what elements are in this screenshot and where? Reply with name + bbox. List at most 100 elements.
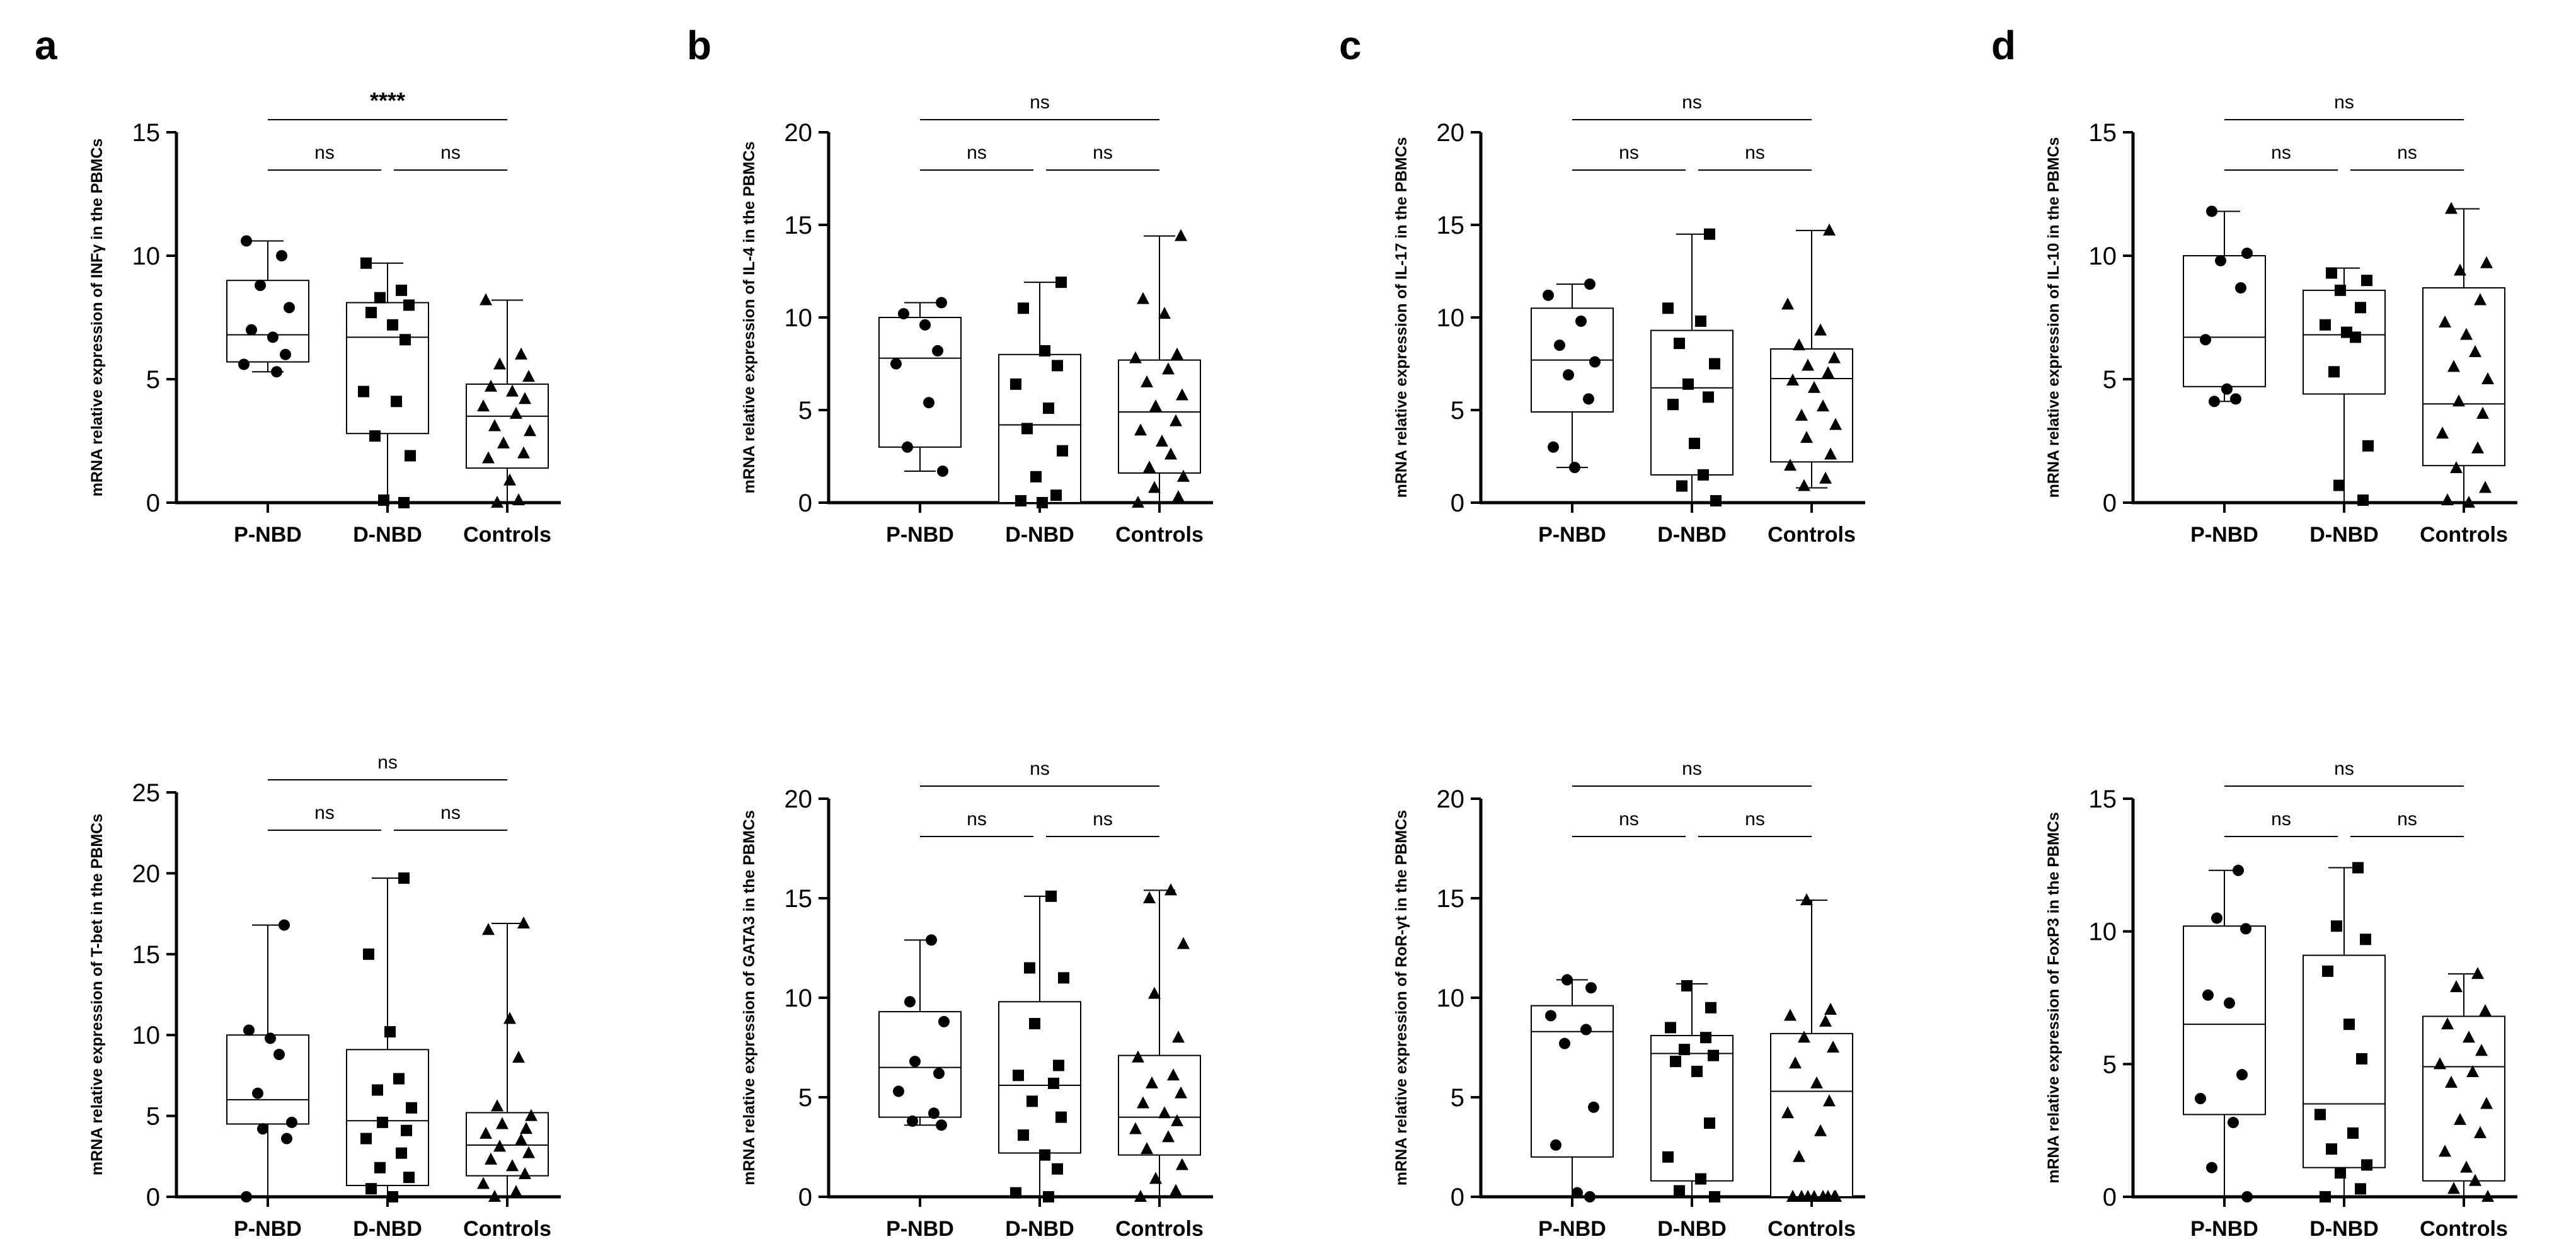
data-point xyxy=(506,384,519,397)
data-point xyxy=(273,1049,285,1061)
box-Controls xyxy=(466,293,549,508)
significance-label: ns xyxy=(1682,92,1702,113)
y-tick-label: 0 xyxy=(1451,489,1464,517)
data-point xyxy=(2454,1112,2466,1125)
data-point xyxy=(1134,1190,1147,1202)
significance-label: ns xyxy=(2397,142,2417,163)
data-point xyxy=(2328,366,2340,378)
data-point xyxy=(1158,307,1171,319)
data-point xyxy=(1021,423,1033,435)
data-point xyxy=(276,250,287,261)
data-point xyxy=(1029,1018,1040,1030)
data-point xyxy=(524,424,536,437)
y-tick-label: 15 xyxy=(132,119,161,147)
data-point xyxy=(937,465,948,477)
data-point xyxy=(1132,496,1144,508)
data-point xyxy=(519,1167,531,1180)
x-tick-label-2: Controls xyxy=(1768,523,1856,547)
data-point xyxy=(1548,441,1559,453)
data-point xyxy=(503,473,516,486)
data-point xyxy=(2241,248,2253,260)
data-point xyxy=(1695,1173,1706,1185)
data-point xyxy=(1170,414,1182,426)
data-point xyxy=(1050,489,1062,501)
y-tick-label: 10 xyxy=(2089,918,2117,946)
data-point xyxy=(2471,441,2484,454)
x-tick-label-2: Controls xyxy=(463,1217,551,1239)
data-point xyxy=(2441,1017,2454,1030)
data-point xyxy=(2241,1191,2253,1202)
significance-label: ns xyxy=(2334,92,2354,113)
data-point xyxy=(406,1102,417,1114)
data-point xyxy=(396,1147,407,1159)
y-tick-label: 20 xyxy=(132,860,161,888)
data-point xyxy=(1037,497,1048,508)
significance-label: ns xyxy=(440,802,461,823)
chart-b-bottom-plot: 0 5 10 15 20 mRNA relative expression of GATA… xyxy=(740,758,1213,1239)
data-point xyxy=(520,1122,532,1134)
data-point xyxy=(2357,494,2369,506)
data-point xyxy=(923,397,934,409)
data-point xyxy=(271,366,282,378)
data-point xyxy=(1137,1096,1149,1109)
x-tick-label-1: D-NBD xyxy=(1657,1217,1727,1239)
data-point xyxy=(1827,1041,1839,1053)
data-point xyxy=(401,1124,412,1136)
x-tick-label-0: P-NBD xyxy=(234,1217,302,1239)
data-point xyxy=(1058,972,1069,984)
data-point xyxy=(907,1115,918,1127)
data-point xyxy=(488,419,501,431)
data-point xyxy=(400,334,411,346)
y-tick-label: 5 xyxy=(2103,1051,2117,1078)
data-point xyxy=(1817,399,1829,412)
data-point xyxy=(932,345,943,357)
data-point xyxy=(1018,1129,1029,1141)
significance-label: ns xyxy=(2397,809,2417,830)
iqr-box xyxy=(1650,329,1734,476)
data-point xyxy=(1149,1172,1162,1184)
data-point xyxy=(1043,1191,1054,1202)
data-point xyxy=(2206,205,2217,217)
data-point xyxy=(480,1126,492,1139)
data-point xyxy=(1162,1130,1175,1143)
data-point xyxy=(1793,338,1805,351)
data-point xyxy=(1708,1049,1719,1061)
data-point xyxy=(488,1190,501,1202)
data-point xyxy=(1132,1050,1144,1063)
data-point xyxy=(1039,1149,1050,1161)
data-point xyxy=(391,396,402,408)
data-point xyxy=(485,379,497,392)
box-Controls xyxy=(1770,223,1853,491)
data-point xyxy=(1575,315,1587,327)
x-tick-label-2: Controls xyxy=(2420,1217,2508,1239)
box-D-NBD xyxy=(2303,267,2386,506)
data-point xyxy=(1810,1076,1823,1088)
box-Controls xyxy=(2422,202,2505,508)
x-tick-label-1: D-NBD xyxy=(353,523,422,547)
data-point xyxy=(265,1032,276,1044)
data-point xyxy=(1580,1024,1592,1036)
data-point xyxy=(1808,1190,1820,1202)
box-P-NBD xyxy=(1531,278,1614,474)
data-point xyxy=(246,324,257,336)
y-tick-label: 10 xyxy=(1437,985,1465,1012)
y-tick-label: 10 xyxy=(1437,304,1465,332)
data-point xyxy=(2206,1162,2217,1173)
data-point xyxy=(2480,256,2493,268)
data-point xyxy=(515,1133,527,1146)
data-point xyxy=(1026,1095,1038,1107)
data-point xyxy=(2209,396,2220,408)
data-point xyxy=(2481,372,2494,384)
data-point xyxy=(2450,461,2463,474)
data-point xyxy=(1691,1065,1703,1077)
chart-a-top-plot: 0 5 10 15 mRNA relative expression of INFγ i… xyxy=(88,88,561,547)
chart-c-bottom-plot: 0 5 10 15 20 mRNA relative expression of RoR-… xyxy=(1393,758,1865,1239)
data-point xyxy=(1789,1056,1802,1069)
significance-label: ns xyxy=(1093,142,1113,163)
data-point xyxy=(405,450,416,462)
significance-label: ns xyxy=(314,142,335,163)
data-point xyxy=(1808,380,1820,393)
